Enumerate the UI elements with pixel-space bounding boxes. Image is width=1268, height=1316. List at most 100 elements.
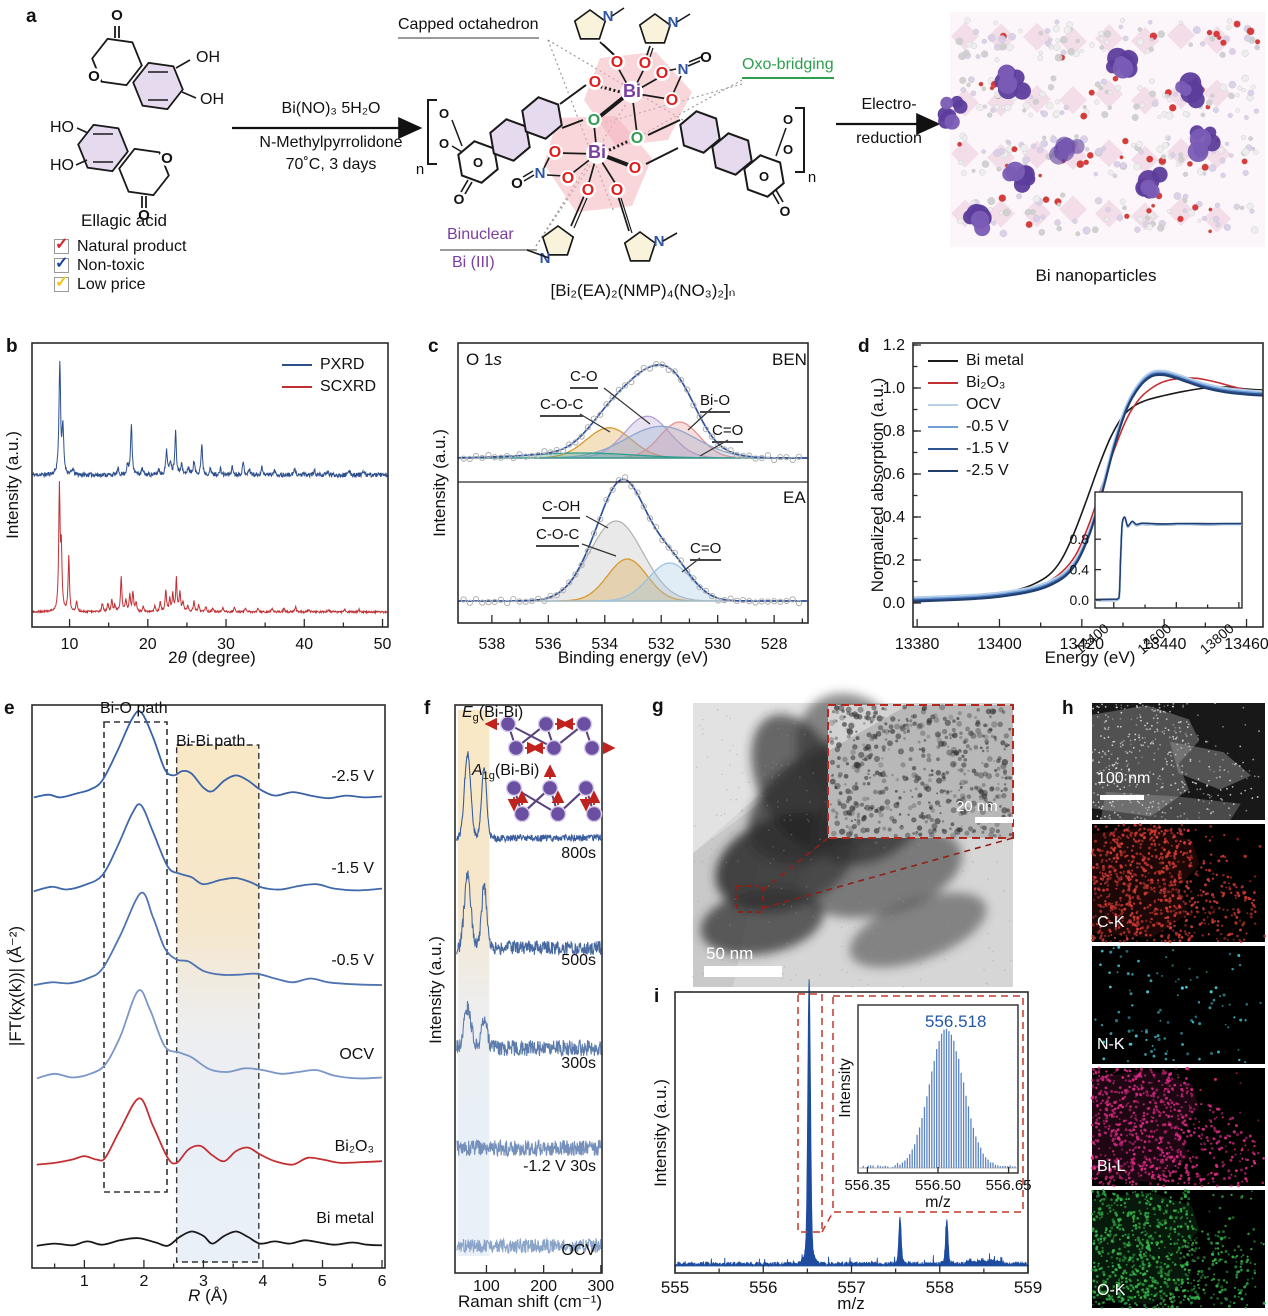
ms-peak-value: 556.518	[925, 1012, 987, 1031]
svg-text:O: O	[439, 136, 449, 151]
stem-scalebar-label: 100 nm	[1097, 770, 1151, 787]
svg-text:n: n	[416, 161, 424, 178]
svg-text:1: 1	[80, 1273, 89, 1290]
svg-text:O: O	[589, 74, 601, 91]
svg-text:538: 538	[479, 636, 506, 653]
svg-text:O: O	[783, 142, 793, 157]
svg-text:3: 3	[199, 1273, 208, 1290]
capped-octahedron-label: Capped octahedron	[398, 16, 539, 39]
checklist-item-0: ✓ Natural product	[54, 236, 186, 256]
svg-text:0.0: 0.0	[883, 595, 905, 612]
panel-i-letter: i	[654, 986, 660, 1007]
panel-e-letter: e	[4, 698, 15, 719]
checkbox-icon: ✓	[54, 236, 69, 254]
svg-text:OH: OH	[200, 91, 224, 108]
bi-bi-path-label: Bi-Bi path	[176, 733, 246, 750]
svg-text:O: O	[780, 203, 791, 219]
svg-text:O: O	[611, 182, 623, 199]
reaction-reagent: Bi(NO)₃ 5H₂O	[281, 100, 381, 117]
peak-label-bio: Bi-O	[700, 392, 730, 413]
raman-label-800s: 800s	[561, 845, 596, 862]
electroreduction-label-2: reduction	[856, 130, 922, 147]
svg-text:O: O	[639, 55, 651, 72]
svg-text:N: N	[535, 165, 546, 182]
product-label: Bi nanoparticles	[1035, 266, 1157, 285]
svg-text:559: 559	[1014, 1278, 1042, 1297]
molecule-name: Ellagic acid	[81, 211, 167, 230]
xps-xlabel: Binding energy (eV)	[557, 648, 709, 667]
panel-e-chart: 1 2 3 4 5 6	[31, 704, 387, 1290]
svg-text:0.4: 0.4	[883, 509, 905, 526]
curve-label-m25v: -2.5 V	[331, 768, 374, 785]
svg-text:528: 528	[761, 636, 788, 653]
svg-text:530: 530	[704, 636, 731, 653]
ms-inset-xlabel: m/z	[925, 1194, 951, 1211]
raman-label-300s: 300s	[561, 1055, 596, 1072]
ms-inset-ylabel: Intensity	[837, 1058, 854, 1118]
oxo-bridging-label: Oxo-bridging	[742, 56, 834, 79]
svg-text:N: N	[654, 233, 665, 250]
legend-bi2o3: Bi₂O₃	[928, 374, 1005, 392]
svg-text:O: O	[631, 130, 643, 147]
svg-text:Bi: Bi	[623, 81, 641, 101]
legend-scxrd: SCXRD	[282, 378, 376, 396]
curve-label-m05v: -0.5 V	[331, 952, 374, 969]
svg-text:O: O	[511, 175, 523, 192]
svg-text:HO: HO	[50, 119, 74, 136]
svg-text:556.50: 556.50	[915, 1177, 961, 1194]
svg-text:1.2: 1.2	[883, 337, 905, 354]
peak-label-co: C-O	[570, 368, 598, 389]
check-icon: ✓	[55, 236, 69, 253]
raman-label-500s: 500s	[561, 952, 596, 969]
binuclear-label: Binuclear	[447, 226, 514, 243]
svg-text:O: O	[582, 182, 594, 199]
panel-i-inset: 556.35 556.50 556.65	[844, 1004, 1032, 1194]
svg-text:O: O	[588, 112, 600, 129]
xps-region-label: O 1s	[466, 350, 502, 369]
svg-text:O: O	[473, 155, 483, 170]
reaction-solvent: N-Methylpyrrolidone	[259, 134, 403, 151]
check-icon: ✓	[55, 255, 69, 272]
svg-text:O: O	[611, 54, 623, 71]
panel-d-chart: 13380 13400 13420 13440 13460 0.0 0.2 0.4 0.6 0.8…	[883, 337, 1268, 653]
xanes-xlabel: Energy (eV)	[1044, 648, 1136, 667]
legend-m05v: -0.5 V	[928, 418, 1009, 436]
panel-g-image	[692, 693, 1014, 988]
svg-text:13460: 13460	[1224, 636, 1268, 653]
legend-ocv: OCV	[928, 396, 1001, 414]
exafs-ylabel: |FT(kχ(k))| (Å⁻²)	[6, 925, 25, 1047]
svg-text:O: O	[629, 160, 641, 177]
checklist-item-1: ✓ Non-toxic	[54, 255, 186, 275]
svg-text:O: O	[666, 92, 678, 109]
legend-bi-metal: Bi metal	[928, 352, 1024, 370]
peak-label-cdo-ea: C=O	[690, 540, 722, 561]
a1g-mode-label: A1g(Bi-Bi)	[472, 762, 540, 783]
tem-inset-scalebar-label: 20 nm	[956, 798, 998, 815]
panel-a-letter: a	[26, 6, 37, 27]
svg-text:20: 20	[139, 636, 157, 653]
svg-text:O: O	[759, 169, 769, 184]
svg-text:13440: 13440	[1142, 636, 1187, 653]
svg-text:300: 300	[588, 1278, 615, 1295]
curve-label-bi2o3: Bi₂O₃	[334, 1138, 374, 1155]
panel-b-chart: 10 20 30 40 50	[31, 342, 392, 653]
panel-d-letter: d	[858, 336, 870, 357]
peak-label-coc-ben: C-O-C	[540, 396, 584, 417]
svg-text:13420: 13420	[1060, 636, 1105, 653]
svg-text:4: 4	[259, 1273, 268, 1290]
svg-text:556.65: 556.65	[986, 1177, 1032, 1194]
panel-b-letter: b	[6, 336, 18, 357]
svg-text:1.0: 1.0	[883, 380, 905, 397]
svg-text:0.6: 0.6	[883, 466, 905, 483]
xrd-ylabel: Intensity (a.u.)	[3, 431, 22, 539]
svg-text:O: O	[700, 49, 712, 66]
svg-text:555: 555	[661, 1278, 689, 1297]
xanes-ylabel: Normalized absorption (a.u.)	[868, 377, 887, 593]
legend-pxrd: PXRD	[282, 356, 364, 374]
curve-label-m15v: -1.5 V	[331, 860, 374, 877]
svg-text:0.2: 0.2	[883, 552, 905, 569]
svg-text:50: 50	[374, 636, 392, 653]
panel-c-letter: c	[428, 336, 439, 357]
